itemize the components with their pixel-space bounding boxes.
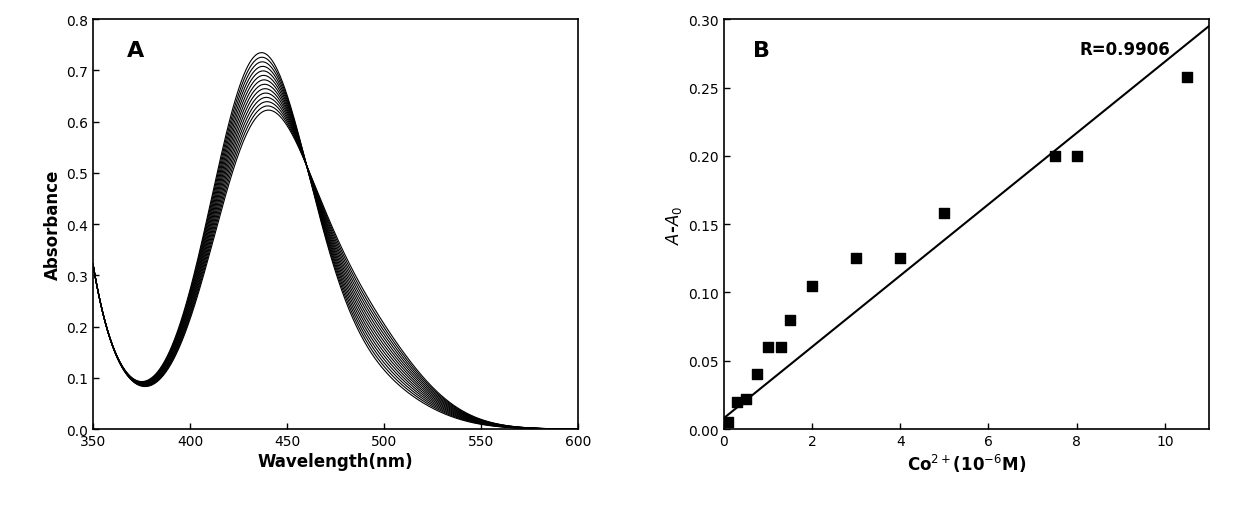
Point xyxy=(890,255,910,263)
Point xyxy=(1066,153,1086,161)
Text: R=0.9906: R=0.9906 xyxy=(1080,41,1171,59)
Point xyxy=(1044,153,1064,161)
Point xyxy=(727,398,746,406)
X-axis label: Wavelength(nm): Wavelength(nm) xyxy=(258,452,413,470)
Point xyxy=(780,316,800,324)
Y-axis label: Absorbance: Absorbance xyxy=(43,170,62,280)
Y-axis label: $A$-$A$$_0$: $A$-$A$$_0$ xyxy=(663,205,684,244)
Point xyxy=(746,371,766,379)
Point xyxy=(771,343,791,351)
Text: A: A xyxy=(126,41,144,61)
Text: B: B xyxy=(753,41,770,61)
Point xyxy=(735,395,755,403)
Point xyxy=(718,418,738,426)
Point xyxy=(846,255,866,263)
Point xyxy=(935,210,955,218)
Point xyxy=(758,343,777,351)
Point xyxy=(1177,73,1197,81)
Point xyxy=(802,282,822,290)
X-axis label: Co$^{2+}$(10$^{-6}$M): Co$^{2+}$(10$^{-6}$M) xyxy=(906,452,1025,474)
